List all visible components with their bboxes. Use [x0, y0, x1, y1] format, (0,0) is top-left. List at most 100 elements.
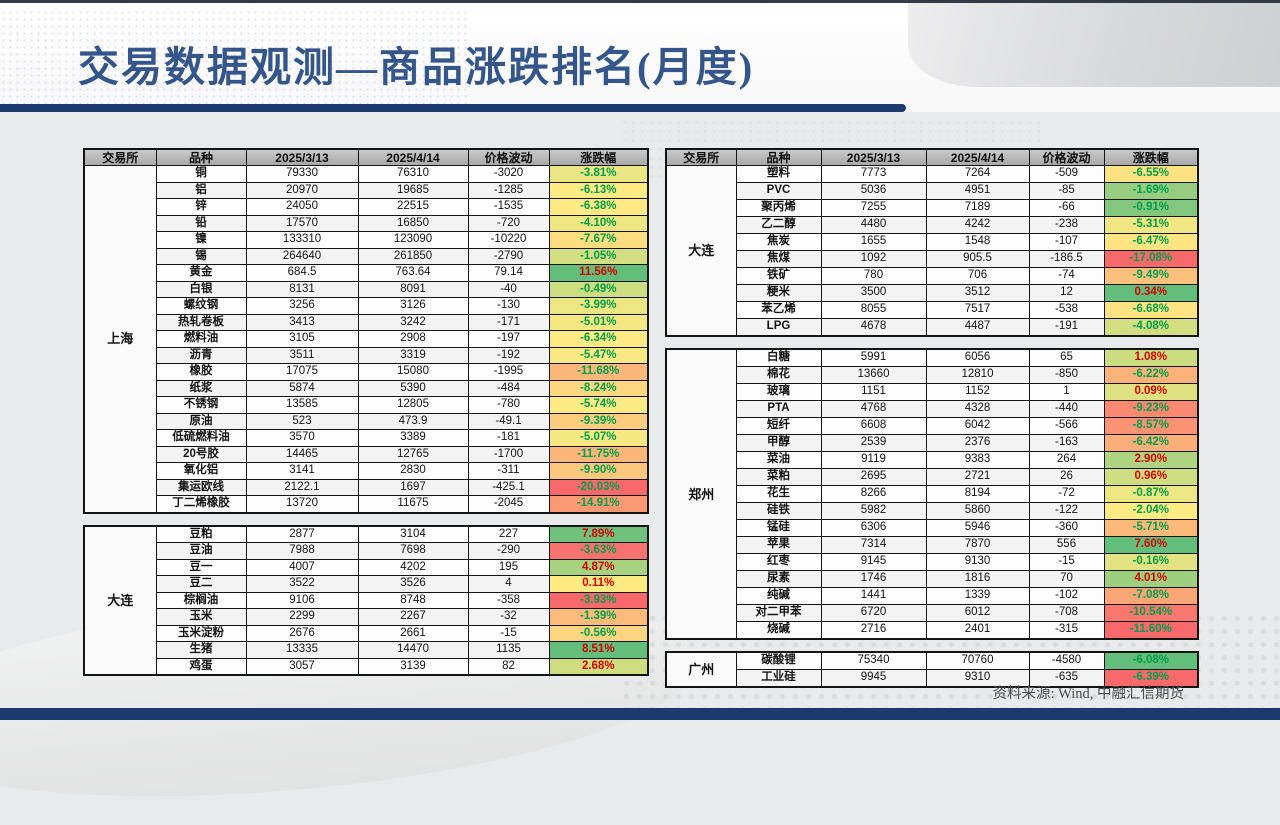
column-header: 交易所: [83, 148, 157, 166]
price-date1-cell: 6720: [820, 604, 927, 622]
pct-change-cell: -0.16%: [1103, 553, 1199, 571]
table-row: 黄金 684.5 763.64 79.14 11.56%: [84, 264, 649, 282]
variety-cell: 低硫燃料油: [155, 429, 247, 447]
price-date1-cell: 523: [245, 412, 359, 430]
table-section-上海: 交易所 品种 2025/3/13 2025/4/14 价格波动 涨跌幅 上海铜 79330 76…: [83, 148, 649, 514]
pct-change-cell: 0.96%: [1103, 468, 1199, 486]
pct-change-cell: -6.38%: [548, 198, 649, 216]
price-change-cell: -566: [1028, 417, 1105, 435]
price-date1-cell: 79330: [245, 165, 359, 183]
price-change-cell: -2045: [467, 495, 550, 513]
table-row: 生猪 13335 14470 1135 8.51%: [84, 641, 649, 659]
price-date1-cell: 6608: [820, 417, 927, 435]
dot-texture: [0, 9, 470, 105]
price-date1-cell: 8055: [820, 301, 927, 319]
price-change-cell: -74: [1028, 267, 1105, 285]
price-date2-cell: 2267: [357, 608, 469, 626]
variety-cell: 20号胶: [155, 445, 247, 463]
price-change-cell: 1135: [467, 641, 550, 659]
pct-change-cell: 7.89%: [548, 525, 649, 543]
table-row: 工业硅 9945 9310 -635 -6.39%: [666, 669, 1199, 688]
pct-change-cell: -6.39%: [1103, 669, 1199, 688]
pct-change-cell: 8.51%: [548, 641, 649, 659]
price-change-cell: -708: [1028, 604, 1105, 622]
variety-cell: 苹果: [735, 536, 822, 554]
variety-cell: 玻璃: [735, 383, 822, 401]
pct-change-cell: -10.54%: [1103, 604, 1199, 622]
price-date2-cell: 2376: [925, 434, 1030, 452]
price-change-cell: 79.14: [467, 264, 550, 282]
variety-cell: 丁二烯橡胶: [155, 495, 247, 513]
table-row: LPG 4678 4487 -191 -4.08%: [666, 318, 1199, 337]
price-date2-cell: 19685: [357, 181, 469, 199]
price-date2-cell: 2721: [925, 468, 1030, 486]
pct-change-cell: 1.08%: [1103, 348, 1199, 367]
table-row: 豆二 3522 3526 4 0.11%: [84, 575, 649, 593]
price-change-cell: 26: [1028, 468, 1105, 486]
variety-cell: 热轧卷板: [155, 313, 247, 331]
variety-cell: 硅铁: [735, 502, 822, 520]
variety-cell: 原油: [155, 412, 247, 430]
variety-cell: 锌: [155, 198, 247, 216]
table-section-广州: 广州 碳酸锂 75340 70760 -4580 -6.08% 工业硅 9945 9310 -63…: [665, 651, 1199, 688]
column-header: 2025/4/14: [357, 148, 469, 166]
pct-change-cell: -5.31%: [1103, 216, 1199, 234]
pct-change-cell: 2.68%: [548, 657, 649, 676]
table-row: 玉米淀粉 2676 2661 -15 -0.56%: [84, 624, 649, 642]
table-row: PVC 5036 4951 -85 -1.69%: [666, 182, 1199, 200]
price-date1-cell: 7988: [245, 542, 359, 560]
price-date2-cell: 22515: [357, 198, 469, 216]
price-date1-cell: 3256: [245, 297, 359, 315]
price-date1-cell: 1151: [820, 383, 927, 401]
price-change-cell: 4: [467, 575, 550, 593]
pct-change-cell: -9.39%: [548, 412, 649, 430]
table-row: 红枣 9145 9130 -15 -0.16%: [666, 553, 1199, 571]
pct-change-cell: -7.08%: [1103, 587, 1199, 605]
variety-cell: PVC: [735, 182, 822, 200]
pct-change-cell: 2.90%: [1103, 451, 1199, 469]
variety-cell: 纯碱: [735, 587, 822, 605]
variety-cell: 粳米: [735, 284, 822, 302]
price-change-cell: 1: [1028, 383, 1105, 401]
price-change-cell: -171: [467, 313, 550, 331]
price-date1-cell: 2299: [245, 608, 359, 626]
price-date1-cell: 20970: [245, 181, 359, 199]
table-row: 锌 24050 22515 -1535 -6.38%: [84, 198, 649, 216]
price-change-cell: -15: [467, 624, 550, 642]
exchange-cell: 上海: [83, 165, 157, 513]
variety-cell: 尿素: [735, 570, 822, 588]
table-row: 铅 17570 16850 -720 -4.10%: [84, 214, 649, 232]
variety-cell: 花生: [735, 485, 822, 503]
price-date1-cell: 2676: [245, 624, 359, 642]
table-row: 短纤 6608 6042 -566 -8.57%: [666, 417, 1199, 435]
price-date1-cell: 13660: [820, 366, 927, 384]
price-change-cell: -720: [467, 214, 550, 232]
variety-cell: 镍: [155, 231, 247, 249]
price-date2-cell: 4487: [925, 318, 1030, 337]
pct-change-cell: -20.03%: [548, 478, 649, 496]
exchange-cell: 广州: [665, 651, 737, 688]
price-date2-cell: 1152: [925, 383, 1030, 401]
pct-change-cell: -3.63%: [548, 542, 649, 560]
variety-cell: 氧化铝: [155, 462, 247, 480]
table-row: 纸浆 5874 5390 -484 -8.24%: [84, 379, 649, 397]
table-row: 锰硅 6306 5946 -360 -5.71%: [666, 519, 1199, 537]
pct-change-cell: -6.08%: [1103, 651, 1199, 670]
price-date1-cell: 1092: [820, 250, 927, 268]
title-band: 交易数据观测—商品涨跌排名(月度): [0, 3, 1280, 112]
price-change-cell: -10220: [467, 231, 550, 249]
price-date1-cell: 2539: [820, 434, 927, 452]
price-change-cell: -238: [1028, 216, 1105, 234]
pct-change-cell: -6.42%: [1103, 434, 1199, 452]
pct-change-cell: -1.05%: [548, 247, 649, 265]
table-row: 棉花 13660 12810 -850 -6.22%: [666, 366, 1199, 384]
price-date2-cell: 3512: [925, 284, 1030, 302]
pct-change-cell: -7.67%: [548, 231, 649, 249]
variety-cell: 白银: [155, 280, 247, 298]
price-date1-cell: 13585: [245, 396, 359, 414]
table-row: 橡胶 17075 15080 -1995 -11.68%: [84, 363, 649, 381]
pct-change-cell: -0.87%: [1103, 485, 1199, 503]
price-date2-cell: 1697: [357, 478, 469, 496]
pct-change-cell: 7.60%: [1103, 536, 1199, 554]
pct-change-cell: -0.56%: [548, 624, 649, 642]
